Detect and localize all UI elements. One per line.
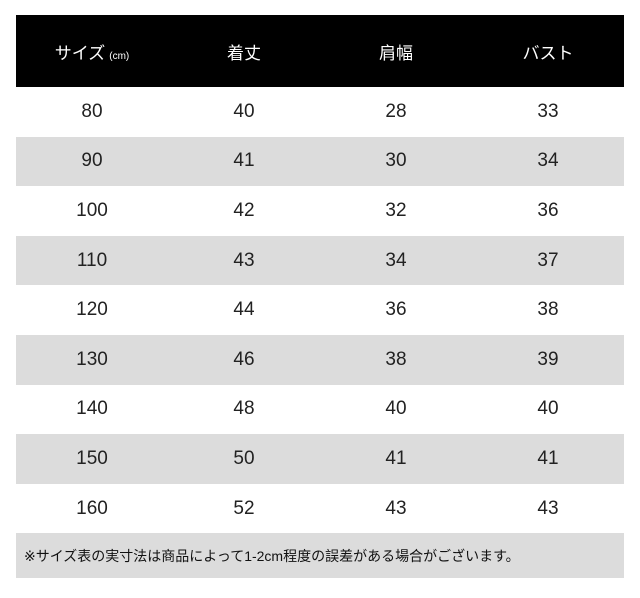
table-cell: 43 (233, 249, 255, 271)
header-length: 着丈 (227, 43, 261, 63)
table-row: 150 50 41 41 (16, 434, 624, 484)
table-cell: 40 (385, 398, 407, 420)
table-row: 100 42 32 36 (16, 186, 624, 236)
table-cell: 52 (233, 497, 255, 519)
table-cell: 30 (385, 150, 407, 172)
table-cell: 36 (537, 199, 559, 221)
table-cell: 42 (233, 199, 255, 221)
size-unit: (cm) (109, 50, 130, 62)
table-cell: 41 (537, 447, 559, 469)
size-note: ※サイズ表の実寸法は商品によって1-2cm程度の誤差がある場合がございます。 (16, 533, 624, 579)
table-cell: 34 (385, 249, 407, 271)
header-size: サイズ (cm) (54, 43, 130, 63)
table-cell: 37 (537, 249, 559, 271)
table-cell: 50 (233, 447, 255, 469)
table-cell: 48 (233, 398, 255, 420)
table-cell: 80 (81, 100, 103, 122)
table-cell: 41 (233, 150, 255, 172)
table-cell: 44 (233, 299, 255, 321)
table-cell: 40 (233, 100, 255, 122)
header-shoulder: 肩幅 (379, 43, 413, 63)
table-cell: 34 (537, 150, 559, 172)
table-cell: 36 (385, 299, 407, 321)
table-row: 120 44 36 38 (16, 285, 624, 335)
table-cell: 38 (385, 348, 407, 370)
header-bust: バスト (522, 43, 574, 63)
table-header: サイズ (cm) 着丈 肩幅 バスト (16, 15, 624, 87)
size-table: サイズ (cm) 着丈 肩幅 バスト 80 40 28 33 90 41 30 34 100 42 3… (16, 15, 624, 579)
table-cell: 28 (385, 100, 407, 122)
table-cell: 120 (76, 299, 108, 321)
table-cell: 130 (76, 348, 108, 370)
table-cell: 33 (537, 100, 559, 122)
table-cell: 39 (537, 348, 559, 370)
table-cell: 100 (76, 199, 108, 221)
table-cell: 41 (385, 447, 407, 469)
table-cell: 38 (537, 299, 559, 321)
table-row: 160 52 43 43 (16, 484, 624, 534)
table-cell: 43 (385, 497, 407, 519)
table-row: 80 40 28 33 (16, 87, 624, 137)
table-cell: 46 (233, 348, 255, 370)
table-row: 90 41 30 34 (16, 136, 624, 187)
table-cell: 43 (537, 497, 559, 519)
table-cell: 110 (76, 249, 108, 271)
table-cell: 140 (76, 398, 108, 420)
table-cell: 32 (385, 199, 407, 221)
table-cell: 40 (537, 398, 559, 420)
table-cell: 160 (76, 497, 108, 519)
table-row: 140 48 40 40 (16, 385, 624, 435)
table-cell: 90 (81, 150, 103, 172)
table-row: 110 43 34 37 (16, 235, 624, 286)
table-row: 130 46 38 39 (16, 334, 624, 385)
table-cell: 150 (76, 447, 108, 469)
